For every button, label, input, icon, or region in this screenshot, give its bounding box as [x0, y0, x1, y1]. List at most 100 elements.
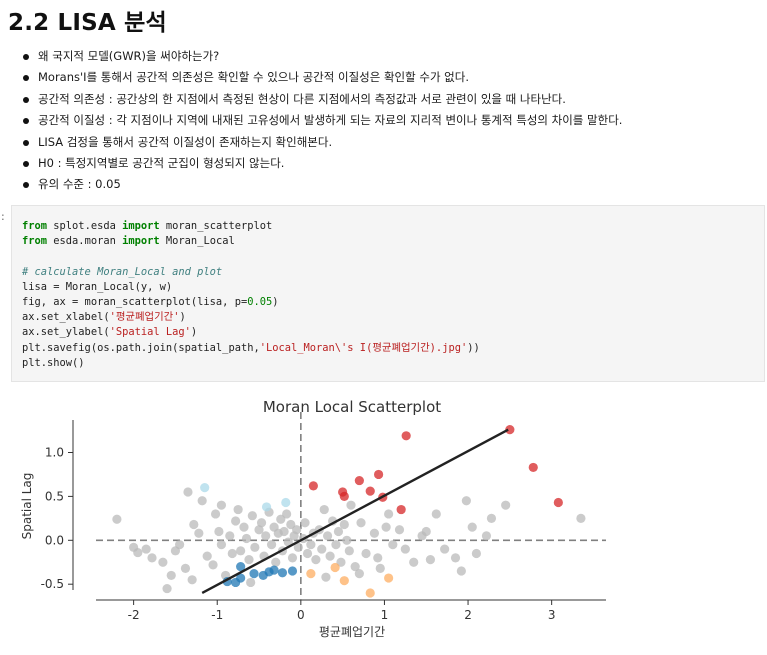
scatter-point-ll — [269, 565, 279, 575]
scatter-point-ns — [319, 504, 329, 515]
scatter-point-ns — [400, 544, 410, 554]
scatter-point-ns — [306, 540, 316, 550]
scatter-point-hh — [401, 431, 411, 441]
scatter-point-ns — [461, 496, 471, 506]
scatter-point-ns — [381, 522, 391, 532]
y-tick-label: -0.5 — [41, 577, 64, 591]
scatter-point-ns — [141, 544, 151, 554]
scatter-point-ns — [576, 513, 586, 523]
code-line: from esda.moran import Moran_Local — [22, 234, 480, 249]
scatter-point-ns — [147, 553, 157, 563]
scatter-point-ns — [194, 528, 204, 538]
scatter-point-ll — [249, 569, 259, 579]
x-tick-label: 0 — [297, 608, 305, 622]
scatter-point-ns — [279, 526, 289, 537]
scatter-point-ns — [440, 544, 450, 554]
scatter-point-ns — [233, 504, 243, 515]
regression-line — [201, 428, 509, 595]
scatter-point-ns — [236, 546, 246, 556]
scatter-point-ns — [409, 557, 419, 567]
bullet-item: 공간적 의존성 : 공간상의 한 지점에서 측정된 현상이 다른 지점에서의 측… — [22, 89, 622, 110]
bullet-list: 왜 국지적 모델(GWR)을 써야하는가? Morans'I를 통해서 공간적 … — [0, 46, 622, 196]
scatter-point-hh — [553, 497, 563, 508]
scatter-point-ns — [421, 526, 431, 537]
code-token: plt.show() — [22, 356, 85, 369]
bullet-item: Morans'I를 통해서 공간적 의존성은 확인할 수 있으나 공간적 이질성… — [22, 67, 622, 88]
code-token: # calculate Moran_Local and plot — [22, 265, 223, 278]
scatter-point-ns — [361, 548, 371, 559]
x-tick-label: 2 — [464, 608, 472, 622]
scatter-point-hh — [354, 475, 364, 486]
code-token: 'Spatial Lag' — [109, 326, 191, 339]
scatter-point-hh — [339, 491, 349, 501]
scatter-point-ns — [339, 519, 349, 530]
scatter-point-hh — [308, 481, 318, 491]
scatter-point-ns — [202, 551, 212, 561]
bullet-item: LISA 검정을 통해서 공간적 이질성이 존재하는지 확인해본다. — [22, 132, 622, 153]
scatter-point-ns — [369, 528, 380, 538]
scatter-point-ns — [350, 562, 360, 572]
fit-line — [201, 428, 509, 595]
scatter-point-ns — [501, 500, 511, 510]
code-token: '평균폐업기간' — [109, 311, 180, 324]
section-heading: 2.2 LISA 분석 — [8, 10, 167, 36]
code-editor[interactable]: from splot.esda import moran_scatterplot… — [22, 219, 480, 371]
code-line — [22, 249, 480, 264]
scatter-point-ns — [322, 531, 333, 541]
bullet-item: 유의 수준 : 0.05 — [22, 174, 622, 195]
scatter-point-ns — [431, 509, 441, 519]
scatter-point-ns — [471, 548, 482, 559]
code-token: )) — [467, 341, 480, 354]
cell-prompt: : — [1, 210, 5, 223]
scatter-point-ns — [266, 540, 277, 550]
axes: -2 -1 0 1 2 3 -0.5 0.0 0.5 1.0 — [41, 412, 606, 622]
scatter-point-ns — [317, 544, 327, 554]
scatter-point-hl — [384, 573, 394, 583]
scatter-point-ns — [354, 569, 364, 579]
scatter-point-ns — [342, 535, 352, 545]
scatter-point-ns — [456, 566, 466, 576]
scatter-point-hl — [365, 588, 375, 598]
code-token: ) — [190, 326, 198, 339]
code-line: plt.show() — [22, 356, 480, 371]
x-axis-label: 평균폐업기간 — [319, 625, 385, 639]
scatter-points — [112, 425, 586, 598]
scatter-point-ns — [189, 519, 199, 530]
bullet-item: H0 : 특정지역별로 공간적 군집이 형성되지 않는다. — [22, 153, 622, 174]
code-line: plt.savefig(os.path.join(spatial_path,'L… — [22, 341, 480, 356]
code-line: # calculate Moran_Local and plot — [22, 265, 480, 280]
code-token: lisa = Moran_Local(y, w) — [22, 280, 173, 293]
bullet-item: 왜 국지적 모델(GWR)을 써야하는가? — [22, 46, 622, 67]
scatter-point-ns — [375, 563, 385, 573]
scatter-point-ll — [231, 577, 241, 588]
code-cell[interactable]: from splot.esda import moran_scatterplot… — [11, 205, 765, 382]
code-line: ax.set_ylabel('Spatial Lag') — [22, 325, 480, 340]
scatter-point-ns — [302, 548, 313, 559]
scatter-point-ns — [311, 555, 321, 565]
scatter-point-ns — [162, 583, 172, 594]
code-token: import — [122, 220, 160, 232]
scatter-point-ns — [250, 542, 260, 552]
y-axis-label: Spatial Lag — [20, 473, 34, 540]
moran-scatterplot: Moran Local Scatterplot 평균폐업기간 Spatial L… — [20, 398, 606, 639]
code-token: ) — [272, 295, 279, 308]
scatter-point-ns — [183, 487, 193, 497]
scatter-point-ns — [216, 540, 227, 550]
y-tick-label: 0.5 — [45, 489, 64, 503]
scatter-point-ns — [333, 526, 344, 537]
x-tick-label: 3 — [548, 608, 556, 622]
scatter-point-ns — [321, 572, 331, 582]
scatter-point-ns — [467, 522, 477, 532]
scatter-point-ns — [210, 509, 221, 519]
scatter-point-ns — [283, 537, 293, 547]
scatter-point-hh — [528, 462, 538, 473]
code-token: 0.05 — [247, 295, 273, 308]
scatter-point-ns — [481, 531, 492, 541]
scatter-point-ns — [292, 525, 302, 535]
scatter-point-ns — [486, 513, 497, 523]
scatter-point-ns — [286, 519, 296, 530]
scatter-point-ns — [344, 546, 354, 556]
x-tick-label: -2 — [128, 608, 140, 622]
y-tick-label: 0.0 — [45, 533, 64, 547]
code-token: plt.savefig(os.path.join(spatial_path, — [22, 341, 260, 354]
